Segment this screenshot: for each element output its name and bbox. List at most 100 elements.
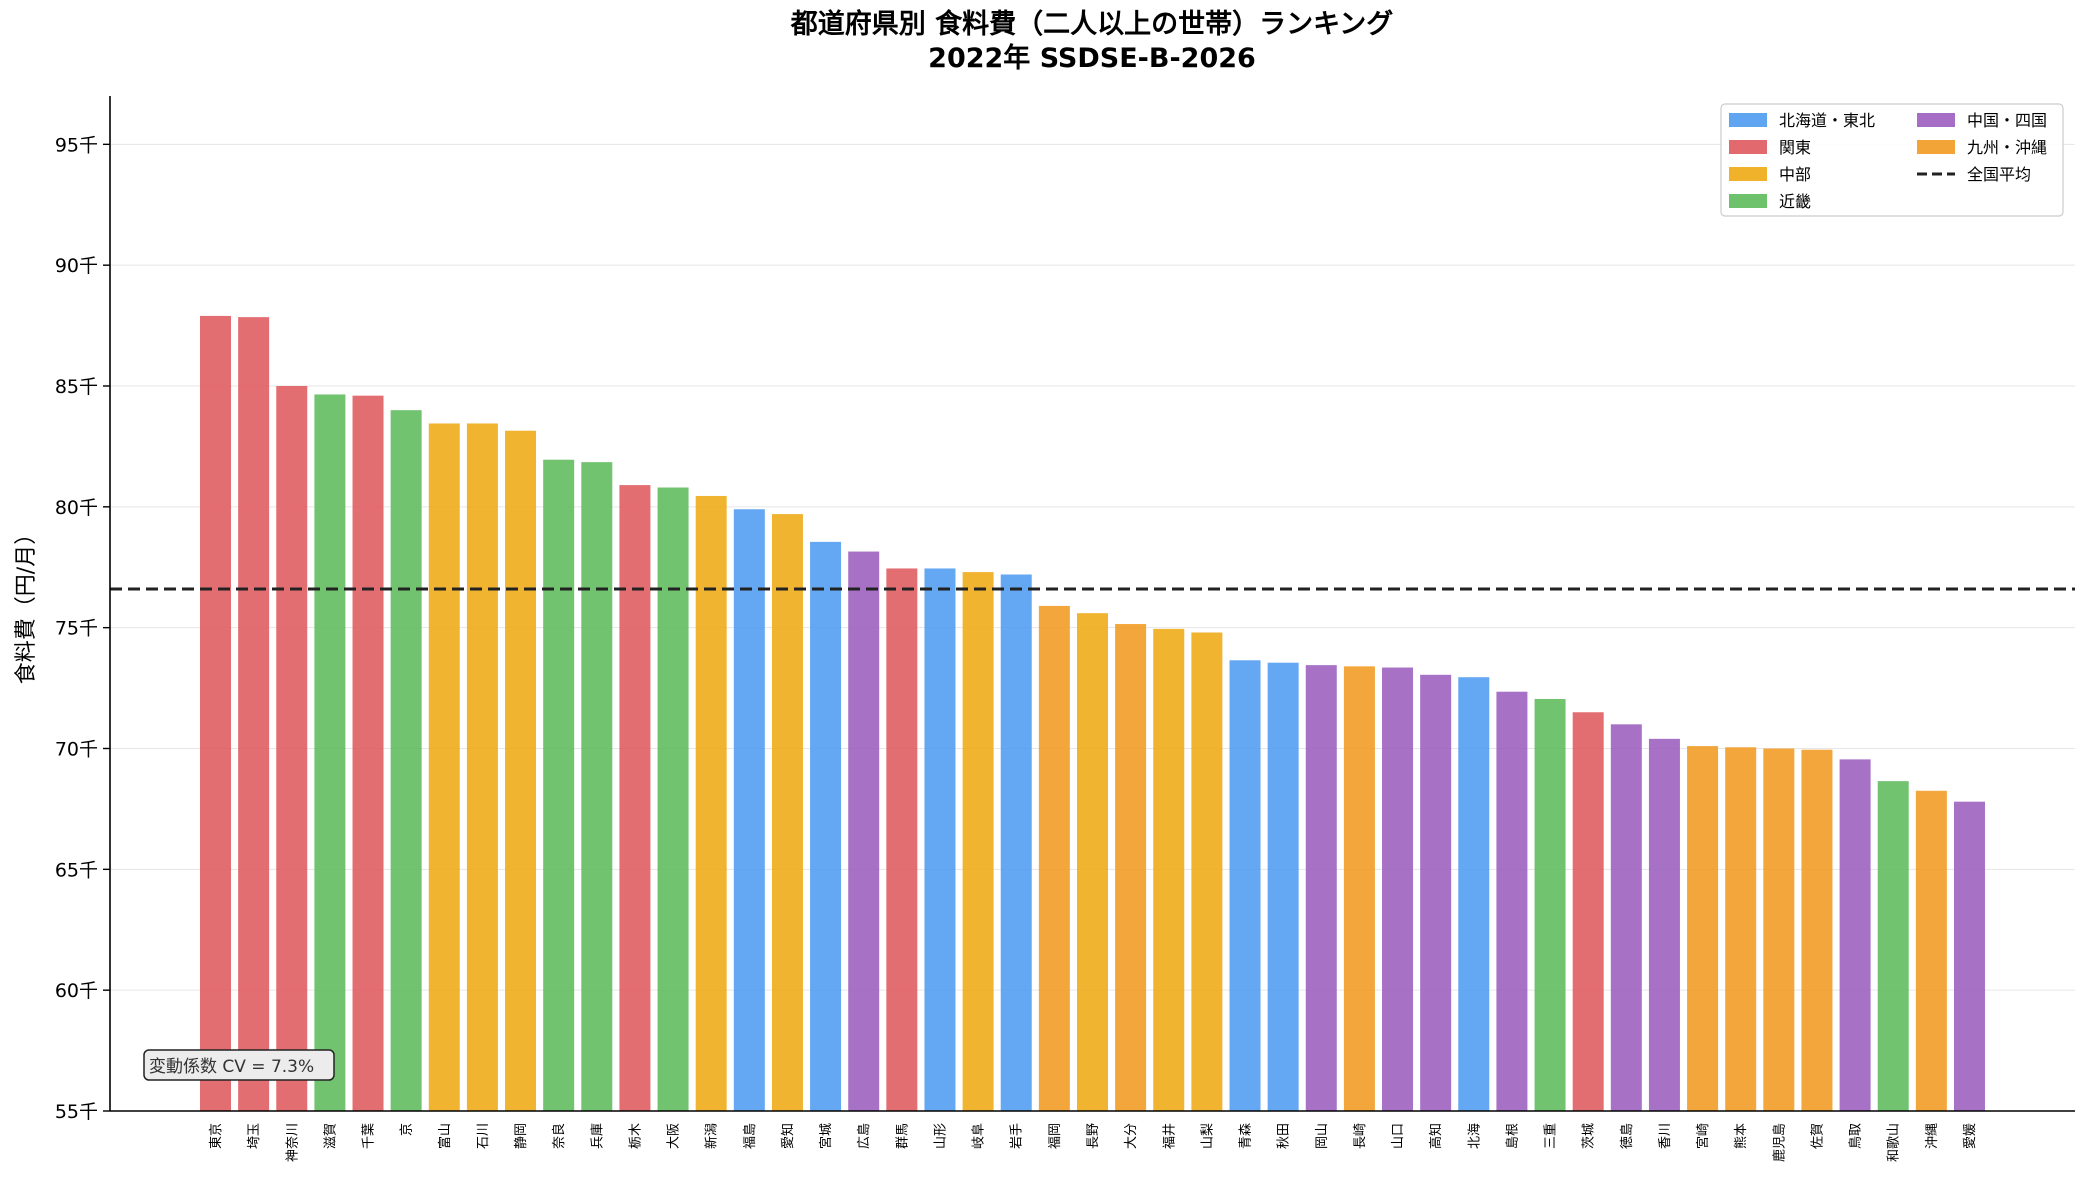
legend-swatch-5 bbox=[1917, 113, 1955, 127]
x-tick-label-6: 京 bbox=[400, 1123, 415, 1136]
bar-4 bbox=[314, 394, 346, 1111]
x-tick-label-25: 大分 bbox=[1124, 1123, 1139, 1149]
x-tick-label-9: 静岡 bbox=[514, 1123, 529, 1149]
chart-title-line2: 2022年 SSDSE-B-2026 bbox=[928, 42, 1256, 74]
bar-5 bbox=[352, 395, 384, 1112]
bar-47 bbox=[1953, 801, 1985, 1111]
x-tick-label-47: 愛媛 bbox=[1963, 1123, 1978, 1149]
x-tick-label-8: 石川 bbox=[476, 1123, 491, 1149]
bar-38 bbox=[1610, 724, 1642, 1111]
legend-label-4: 近畿 bbox=[1779, 192, 1811, 211]
bars bbox=[200, 315, 1985, 1112]
x-tick-label-14: 新潟 bbox=[704, 1123, 720, 1149]
bar-10 bbox=[543, 459, 575, 1111]
y-tick-label-1: 60千 bbox=[55, 980, 98, 1002]
bar-35 bbox=[1496, 691, 1528, 1111]
bar-1 bbox=[200, 315, 231, 1112]
bar-43 bbox=[1801, 749, 1833, 1111]
bar-25 bbox=[1115, 624, 1147, 1111]
legend-frame bbox=[1720, 103, 2064, 217]
x-tick-label-42: 鹿児島 bbox=[1771, 1123, 1787, 1162]
x-tick-label-24: 長野 bbox=[1086, 1123, 1101, 1149]
x-tick-label-39: 香川 bbox=[1658, 1123, 1673, 1149]
bar-32 bbox=[1382, 667, 1414, 1111]
x-tick-label-43: 佐賀 bbox=[1810, 1123, 1825, 1149]
bar-19 bbox=[886, 568, 918, 1111]
x-tick-label-38: 徳島 bbox=[1620, 1123, 1635, 1149]
x-tick-label-32: 山口 bbox=[1391, 1123, 1406, 1149]
bar-9 bbox=[505, 430, 537, 1111]
bar-6 bbox=[390, 410, 422, 1112]
bar-46 bbox=[1915, 790, 1947, 1111]
x-tick-label-17: 宮城 bbox=[818, 1123, 834, 1149]
x-tick-label-44: 鳥取 bbox=[1849, 1123, 1864, 1149]
bar-16 bbox=[771, 514, 803, 1111]
bar-14 bbox=[695, 495, 727, 1111]
y-tick-label-3: 70千 bbox=[55, 739, 98, 761]
bar-17 bbox=[810, 541, 842, 1111]
y-tick-label-8: 95千 bbox=[55, 134, 98, 156]
bar-39 bbox=[1648, 738, 1680, 1111]
cv-annotation-box bbox=[143, 1049, 335, 1081]
bar-11 bbox=[581, 462, 613, 1111]
bar-27 bbox=[1191, 632, 1223, 1111]
x-tick-label-19: 群馬 bbox=[895, 1123, 910, 1149]
bar-18 bbox=[848, 551, 880, 1111]
bar-40 bbox=[1687, 746, 1719, 1111]
bar-34 bbox=[1458, 677, 1490, 1111]
x-tick-label-28: 青森 bbox=[1239, 1123, 1254, 1149]
x-tick-label-22: 岩手 bbox=[1010, 1123, 1025, 1149]
legend-swatch-1 bbox=[1729, 113, 1767, 127]
x-tick-label-40: 宮崎 bbox=[1695, 1123, 1711, 1149]
bar-36 bbox=[1534, 698, 1566, 1111]
legend-label-3: 中部 bbox=[1779, 165, 1811, 184]
legend-label-2: 関東 bbox=[1779, 138, 1811, 157]
bar-44 bbox=[1839, 759, 1871, 1111]
bar-26 bbox=[1153, 628, 1185, 1111]
x-tick-label-4: 滋賀 bbox=[323, 1123, 338, 1149]
x-tick-label-16: 愛知 bbox=[780, 1123, 796, 1149]
bar-2 bbox=[238, 317, 270, 1111]
x-tick-label-26: 福井 bbox=[1162, 1123, 1177, 1149]
bar-41 bbox=[1725, 747, 1757, 1111]
y-tick-labels: 55千 60千 65千 70千 75千 80千 85千 90千 95千 bbox=[55, 134, 110, 1123]
bar-8 bbox=[466, 423, 498, 1111]
x-tick-label-2: 埼玉 bbox=[247, 1123, 262, 1149]
x-tick-label-15: 福島 bbox=[743, 1123, 758, 1149]
bar-37 bbox=[1572, 712, 1604, 1111]
x-tick-label-13: 大阪 bbox=[667, 1123, 682, 1149]
bar-15 bbox=[733, 509, 765, 1111]
bar-22 bbox=[1000, 574, 1032, 1111]
bar-24 bbox=[1076, 613, 1108, 1111]
bar-28 bbox=[1229, 660, 1261, 1111]
y-tick-label-7: 90千 bbox=[55, 255, 98, 277]
bar-31 bbox=[1343, 666, 1375, 1111]
chart-title-line1: 都道府県別 食料費（二人以上の世帯）ランキング bbox=[790, 8, 1394, 40]
cv-annotation-text: 変動係数 CV = 7.3% bbox=[149, 1057, 314, 1077]
x-tick-label-30: 岡山 bbox=[1315, 1123, 1330, 1149]
legend-swatch-2 bbox=[1729, 140, 1767, 154]
bar-20 bbox=[924, 568, 956, 1111]
bar-13 bbox=[657, 487, 689, 1111]
x-tick-label-10: 奈良 bbox=[551, 1123, 567, 1149]
bar-21 bbox=[962, 572, 994, 1111]
x-tick-label-46: 沖縄 bbox=[1925, 1123, 1940, 1149]
x-tick-label-3: 神奈川 bbox=[285, 1123, 300, 1162]
bar-12 bbox=[619, 485, 651, 1111]
x-tick-label-31: 長崎 bbox=[1353, 1123, 1368, 1149]
legend-swatch-3 bbox=[1729, 167, 1767, 181]
bar-29 bbox=[1267, 662, 1299, 1111]
legend-label-6: 九州・沖縄 bbox=[1967, 138, 2047, 157]
x-tick-label-27: 山梨 bbox=[1200, 1123, 1215, 1149]
y-tick-label-0: 55千 bbox=[55, 1101, 98, 1123]
legend-label-1: 北海道・東北 bbox=[1779, 111, 1875, 130]
x-tick-label-11: 兵庫 bbox=[590, 1123, 605, 1149]
x-tick-label-1: 東京 bbox=[208, 1123, 224, 1149]
x-tick-label-7: 富山 bbox=[437, 1123, 453, 1149]
x-tick-label-35: 島根 bbox=[1505, 1123, 1520, 1149]
y-tick-label-6: 85千 bbox=[55, 376, 98, 398]
y-tick-label-5: 80千 bbox=[55, 497, 98, 519]
x-tick-label-37: 茨城 bbox=[1582, 1123, 1597, 1149]
bar-45 bbox=[1877, 781, 1909, 1111]
